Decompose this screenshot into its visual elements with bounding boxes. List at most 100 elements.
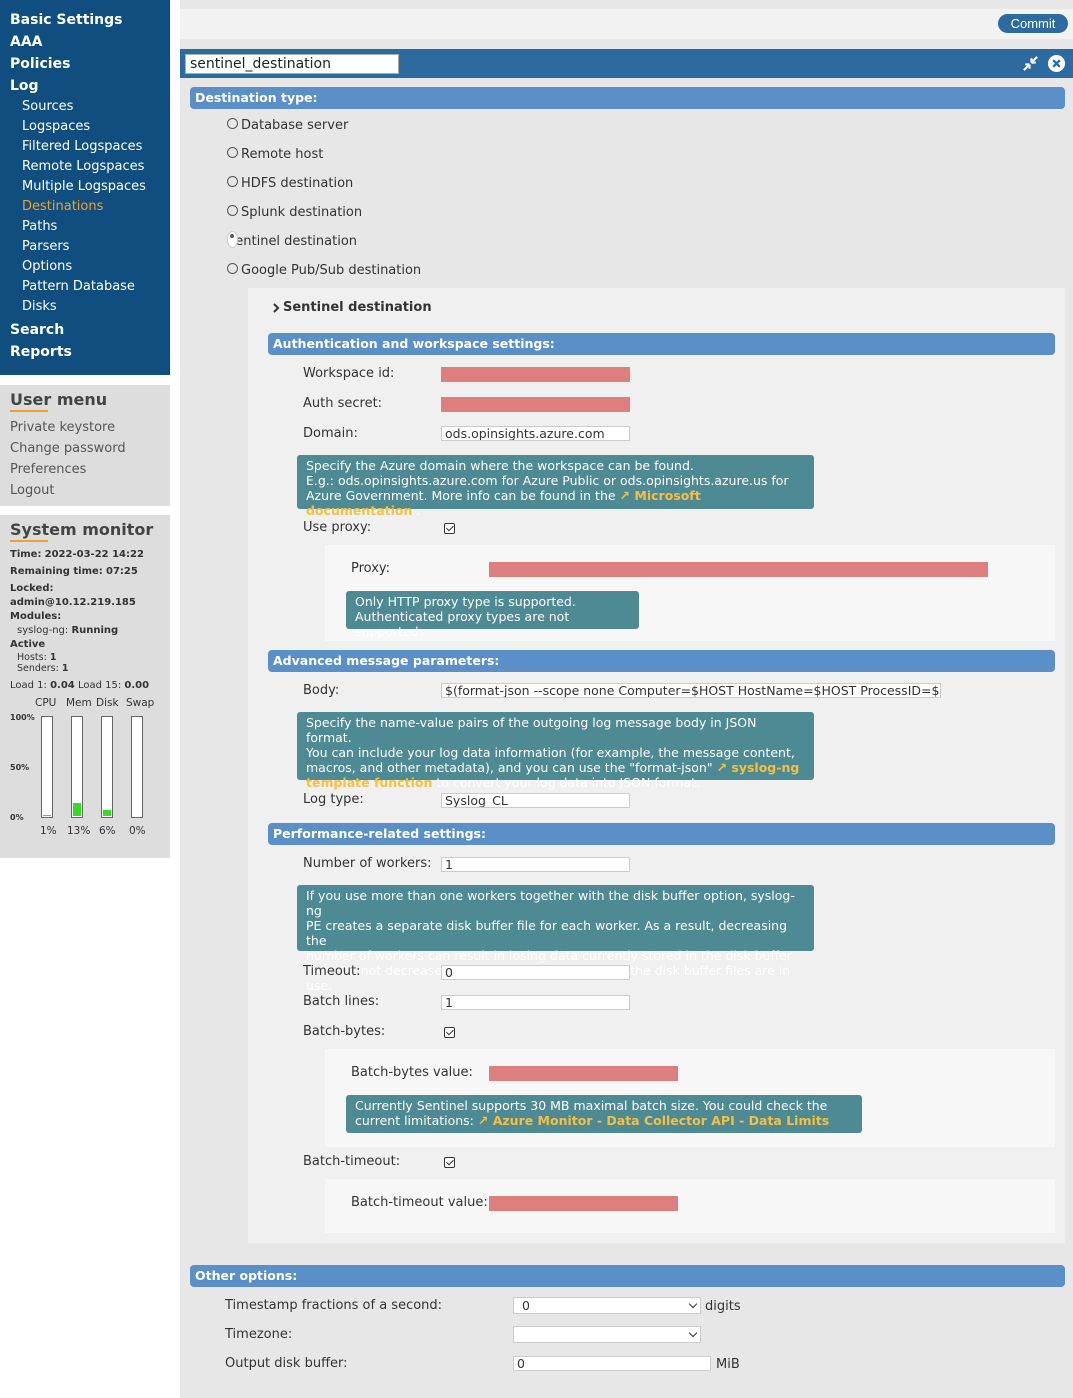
radio-selected-icon[interactable] (227, 231, 238, 248)
batch-timeout-value-input[interactable] (489, 1196, 678, 1211)
timestamp-fractions-select[interactable]: 0 (513, 1297, 701, 1314)
timeout-label: Timeout: (303, 964, 361, 979)
mib-unit: MiB (716, 1357, 740, 1372)
radio-hdfs[interactable]: HDFS destination (227, 175, 353, 193)
radio-icon[interactable] (227, 263, 238, 274)
workers-input[interactable]: 1 (441, 857, 630, 872)
destination-header: sentinel_destination (180, 49, 1073, 78)
resource-meters: CPU Mem Disk Swap 100% 50% 0% 1% 13% 6% … (10, 697, 160, 847)
main-nav: Basic Settings AAA Policies Log Sources … (0, 0, 170, 375)
sentinel-panel: Sentinel destination Authentication and … (248, 288, 1065, 1243)
proxy-subpanel: Proxy: Only HTTP proxy type is supported… (325, 545, 1055, 641)
proxy-tooltip: Only HTTP proxy type is supported. Authen… (346, 591, 639, 639)
cpu-meter (41, 716, 53, 818)
disk-label: Disk (96, 697, 119, 709)
timeout-input[interactable]: 0 (441, 965, 630, 980)
nav-filtered-logspaces[interactable]: Filtered Logspaces (22, 139, 143, 154)
use-proxy-label: Use proxy: (303, 520, 372, 535)
destination-type-header: Destination type: (190, 87, 1065, 109)
syslog-ng-template-link[interactable]: ↗ syslog-ng template function (306, 760, 800, 790)
body-input[interactable]: $(format-json --scope none Computer=$HOS… (441, 683, 941, 698)
auth-header: Authentication and workspace settings: (268, 333, 1055, 355)
collapse-icon[interactable] (1021, 54, 1040, 73)
radio-splunk[interactable]: Splunk destination (227, 204, 362, 222)
nav-options[interactable]: Options (22, 259, 73, 274)
workspace-label: Workspace id: (303, 366, 395, 381)
chevron-down-icon (688, 1328, 698, 1338)
tick-100: 100% (10, 713, 35, 722)
nav-reports[interactable]: Reports (10, 344, 72, 360)
logout-link[interactable]: Logout (10, 483, 55, 498)
batch-timeout-value-label: Batch-timeout value: (351, 1195, 488, 1210)
nav-log[interactable]: Log (10, 78, 39, 94)
batch-timeout-checkbox[interactable] (444, 1157, 455, 1168)
batch-timeout-subpanel: Batch-timeout value: (325, 1179, 1055, 1233)
nav-multiple-logspaces[interactable]: Multiple Logspaces (22, 179, 146, 194)
proxy-input[interactable] (489, 562, 988, 577)
nav-sources[interactable]: Sources (22, 99, 74, 114)
modules-line: Modules: (10, 611, 62, 622)
radio-sentinel[interactable]: Sentinel destination (227, 231, 357, 251)
radio-icon[interactable] (227, 176, 238, 187)
swap-label: Swap (126, 697, 155, 709)
batch-lines-input[interactable]: 1 (441, 995, 630, 1010)
log-type-input[interactable]: Syslog_CL (441, 793, 630, 808)
locked-line: Locked: admin@10.12.219.185 (10, 583, 136, 608)
close-icon[interactable] (1047, 54, 1066, 73)
nav-destinations[interactable]: Destinations (22, 199, 104, 214)
commit-button[interactable]: Commit (998, 14, 1068, 33)
use-proxy-checkbox[interactable] (444, 523, 455, 534)
swap-pct: 0% (129, 825, 146, 837)
sentinel-section-toggle[interactable]: Sentinel destination (272, 300, 432, 316)
radio-icon[interactable] (227, 118, 238, 129)
tick-0: 0% (10, 813, 24, 822)
domain-input[interactable]: ods.opinsights.azure.com (441, 426, 630, 441)
other-options-header: Other options: (190, 1265, 1065, 1287)
auth-secret-input[interactable] (441, 397, 630, 412)
sidebar: Basic Settings AAA Policies Log Sources … (0, 0, 170, 375)
batch-bytes-checkbox[interactable] (444, 1027, 455, 1038)
private-keystore-link[interactable]: Private keystore (10, 420, 116, 435)
mem-pct: 13% (67, 825, 91, 837)
radio-icon[interactable] (227, 147, 238, 158)
digits-unit: digits (705, 1299, 741, 1314)
active-line: Active (10, 639, 46, 650)
batch-bytes-value-input[interactable] (489, 1066, 678, 1081)
nav-parsers[interactable]: Parsers (22, 239, 70, 254)
external-link-icon: ↗ (716, 760, 728, 775)
load-line: Load 1: 0.04 Load 15: 0.00 (10, 680, 150, 691)
nav-pattern-database[interactable]: Pattern Database (22, 279, 135, 294)
system-monitor: System monitor Time: 2022-03-22 14:22 Re… (0, 515, 170, 858)
nav-search[interactable]: Search (10, 322, 65, 338)
nav-logspaces[interactable]: Logspaces (22, 119, 91, 134)
nav-remote-logspaces[interactable]: Remote Logspaces (22, 159, 145, 174)
workspace-id-input[interactable] (441, 367, 630, 382)
preferences-link[interactable]: Preferences (10, 462, 87, 477)
top-bar: Commit (180, 9, 1073, 39)
timezone-label: Timezone: (225, 1327, 293, 1342)
domain-label: Domain: (303, 426, 358, 441)
destination-name-input[interactable]: sentinel_destination (185, 54, 399, 74)
user-menu: User menu Private keystore Change passwo… (0, 385, 170, 506)
nav-aaa[interactable]: AAA (10, 34, 43, 50)
radio-remote-host[interactable]: Remote host (227, 146, 323, 164)
radio-icon[interactable] (227, 205, 238, 216)
radio-database-server[interactable]: Database server (227, 117, 348, 135)
disk-buffer-input[interactable]: 0 (513, 1356, 711, 1371)
chevron-right-icon (273, 302, 280, 313)
body-tooltip: Specify the name-value pairs of the outg… (297, 712, 814, 790)
radio-google-pubsub[interactable]: Google Pub/Sub destination (227, 262, 421, 280)
nav-disks[interactable]: Disks (22, 299, 57, 314)
azure-limits-link[interactable]: ↗ Azure Monitor - Data Collector API - D… (477, 1113, 830, 1128)
nav-policies[interactable]: Policies (10, 56, 71, 72)
nav-paths[interactable]: Paths (22, 219, 58, 234)
mem-label: Mem (66, 697, 92, 709)
microsoft-docs-link[interactable]: ↗ Microsoft documentation (306, 488, 701, 518)
chevron-down-icon (688, 1299, 698, 1309)
main-content: Commit sentinel_destination Destination … (180, 0, 1073, 1398)
change-password-link[interactable]: Change password (10, 441, 126, 456)
nav-basic-settings[interactable]: Basic Settings (10, 12, 123, 28)
timestamp-fractions-label: Timestamp fractions of a second: (225, 1298, 443, 1313)
timezone-select[interactable] (513, 1326, 701, 1343)
disk-meter (101, 716, 113, 818)
